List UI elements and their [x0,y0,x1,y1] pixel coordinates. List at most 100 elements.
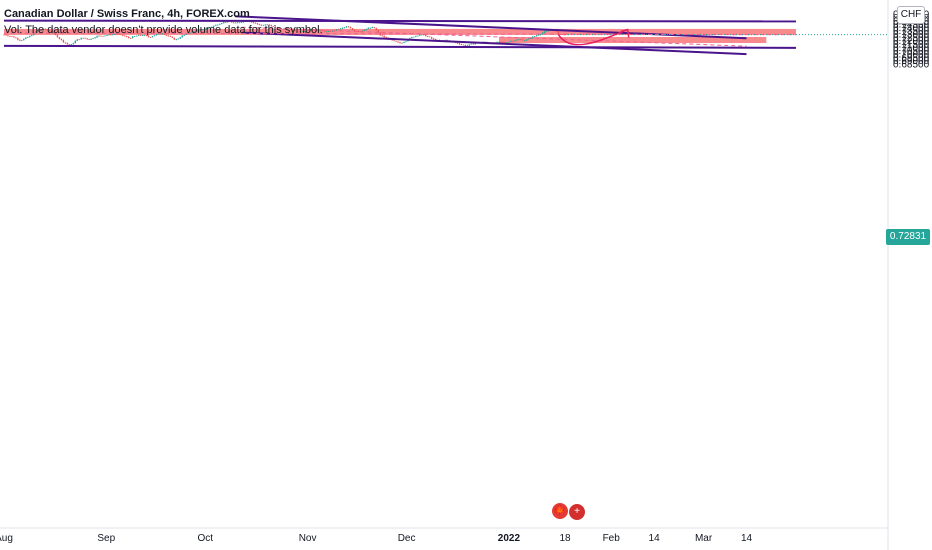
candle-body [130,38,132,39]
candle-body [161,33,164,35]
candle-body [520,39,522,41]
candle-body [173,37,175,40]
candle [397,41,399,43]
candle [266,24,269,26]
candle [64,42,67,44]
candle [359,31,362,33]
y-tick-label: 0.69500 [893,53,930,64]
candle [42,28,45,31]
candle [50,30,53,33]
symbol-title[interactable]: Canadian Dollar / Swiss Franc, 4h, FOREX… [4,8,250,20]
candle [357,30,360,32]
candle-body [266,24,269,26]
y-tick-label: 0.72500 [893,33,930,44]
dashed-midline-1 [241,26,747,47]
candle [128,36,130,39]
candle [524,39,526,42]
candle-body [470,43,472,45]
drawing-layer[interactable] [3,15,888,56]
candle [316,29,318,31]
candle [38,30,41,31]
candle-body [464,44,467,46]
candle [62,39,65,43]
candle-body [395,40,397,42]
candle [254,22,257,24]
candle [122,34,124,37]
candle-body [434,39,437,41]
y-tick-label: 0.71500 [893,40,930,51]
candle [181,35,183,38]
candle [88,39,90,40]
candle [274,26,276,28]
y-tick-label: 0.70000 [893,49,930,60]
candle-body [328,31,330,32]
candle-body [221,23,223,24]
candle [516,39,518,41]
candle-body [270,24,272,27]
candle-body [151,36,154,38]
candle-body [458,43,461,45]
currency-label[interactable]: CHF [897,6,925,24]
candle [132,36,134,39]
time-axis[interactable]: Aug Sep Oct Nov Dec 2022 18 Feb 14 Mar 14 [0,533,752,544]
candle [171,36,173,39]
resistance-zone [4,28,796,35]
candle [393,40,395,42]
candle [335,29,338,31]
candle-body [116,34,118,35]
candle-body [219,23,221,25]
candle [221,22,223,25]
candle [270,24,272,27]
candle-body [512,40,514,42]
candle-body [171,36,173,38]
y-tick-label: 0.73500 [893,26,930,37]
candle [341,27,344,29]
candle [48,29,51,32]
candle-body [256,23,259,25]
candle-body [141,35,144,36]
candle-body [359,31,362,33]
candle [104,35,106,37]
candle [539,34,542,36]
candle-body [397,41,399,43]
candle-body [145,35,148,36]
canada-flag-icon[interactable]: 🍁 [552,503,568,519]
candle [403,41,405,44]
candle-body [258,24,261,25]
candle [161,33,164,35]
candle [502,41,504,43]
candle [345,25,348,28]
candle [44,28,47,31]
candle [189,32,191,34]
candle-body [139,35,142,36]
candle [282,28,284,30]
candle [46,29,49,31]
candle-body [193,31,195,33]
swiss-flag-icon[interactable]: + [568,503,586,521]
candle-body [15,37,17,39]
candle-body [40,29,43,31]
candle-body [421,34,423,36]
y-tick-label: 0.73000 [893,30,930,41]
candle [464,44,467,47]
candle-body [324,30,326,32]
candle [19,39,21,42]
x-tick-label: Dec [398,533,416,544]
candle [526,39,528,42]
candle-body [367,27,370,29]
candle-body [393,40,395,42]
candle-body [524,40,526,42]
projection-arrow-head [620,28,630,38]
candle-body [533,36,536,37]
candle-body [399,42,401,44]
chart-grid [0,0,889,550]
candle [419,34,421,37]
candle [308,29,310,31]
candle [330,30,332,32]
candle-body [177,38,179,40]
candle [280,27,282,30]
candle [395,40,397,42]
candle-body [44,28,47,30]
candle [296,30,298,32]
